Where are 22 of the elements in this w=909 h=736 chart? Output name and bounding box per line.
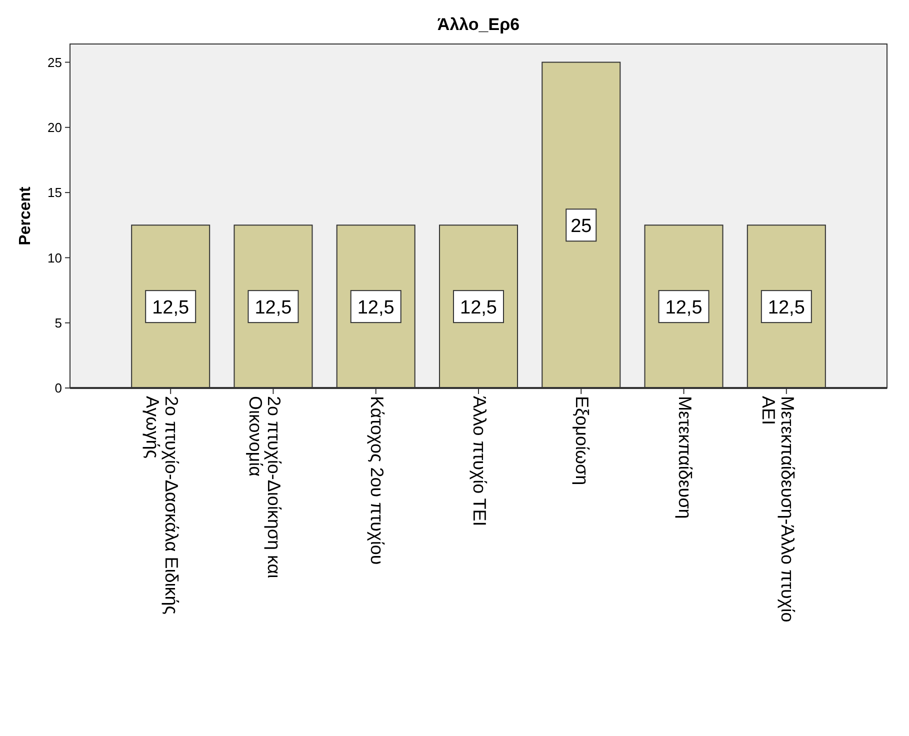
- data-label: 12,5: [768, 298, 805, 319]
- x-tick-label: Άλλο πτυχίο ΤΕΙ: [470, 396, 490, 526]
- y-tick-label: 0: [54, 380, 62, 396]
- x-tick-label: Μετεκπαίδευση: [675, 396, 696, 519]
- x-tick-label: 2ο πτυχίο-Διοίκηση και Οικονομία: [246, 396, 284, 578]
- x-tick-label: Κάτοχος 2ου πτυχίου: [367, 396, 388, 565]
- x-tick-label: Εξομοίωση: [572, 396, 592, 486]
- data-label: 25: [570, 216, 592, 238]
- data-label: 12,5: [254, 298, 292, 319]
- x-tick-label: 2ο πτυχίο-Δασκάλα Ειδικής Αγωγής: [142, 396, 182, 615]
- chart-title: Άλλο_Ερ6: [437, 15, 520, 34]
- data-label: 12,5: [460, 298, 497, 319]
- y-tick-label: 25: [48, 54, 62, 70]
- y-tick-label: 10: [48, 250, 62, 266]
- data-label: 12,5: [152, 298, 190, 319]
- y-tick-label: 20: [48, 120, 62, 135]
- y-axis-title: Percent: [17, 186, 34, 246]
- data-label: 12,5: [357, 298, 394, 319]
- data-label: 12,5: [665, 298, 702, 319]
- y-tick-label: 15: [48, 185, 62, 200]
- x-tick-label: Μετεκπαίδευση-Άλλο πτυχίο ΑΕΙ: [758, 396, 798, 622]
- y-tick-label: 5: [54, 315, 62, 330]
